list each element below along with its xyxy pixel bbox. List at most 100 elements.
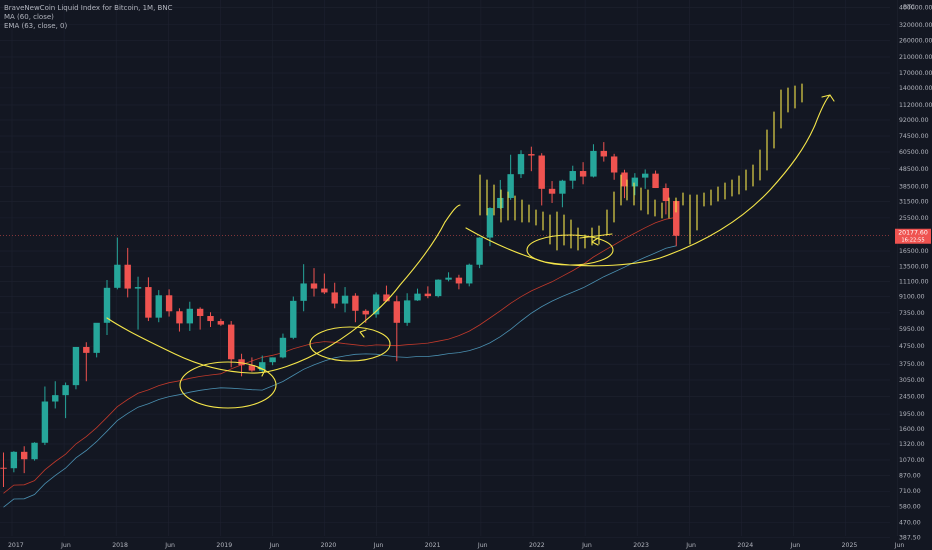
ema-63-line	[3, 245, 677, 508]
candle-body	[52, 395, 59, 402]
current-price-badge: 20177.60 16:22:55	[895, 228, 931, 244]
y-tick-label: 710.00	[899, 488, 921, 495]
y-tick-label: 5950.00	[899, 326, 925, 333]
candle-body	[310, 283, 318, 289]
indicator-ma-label: MA (60, close)	[4, 13, 54, 21]
y-tick-label: 1070.00	[899, 457, 925, 464]
y-tick-label: 13500.00	[899, 263, 929, 270]
candle-body	[196, 308, 204, 317]
candle-body	[424, 293, 432, 297]
candle-body	[652, 173, 659, 189]
candle-body	[124, 264, 131, 289]
projection-bars	[479, 83, 803, 251]
candle-body	[72, 346, 80, 386]
y-tick-label: 320000.00	[899, 22, 932, 29]
candle-body	[548, 188, 556, 194]
y-tick-label: 31500.00	[899, 199, 929, 206]
x-tick-label: 2018	[112, 542, 128, 549]
trend-curve-2018	[106, 204, 461, 374]
x-tick-label: 2022	[529, 542, 545, 549]
candle-body	[21, 451, 28, 460]
y-tick-label: 60500.00	[899, 149, 929, 156]
candle-body	[372, 294, 380, 315]
y-tick-label: 470.00	[899, 520, 921, 527]
candle-body	[642, 173, 649, 178]
x-tick-label: 2023	[633, 542, 649, 549]
candle-body	[559, 180, 566, 194]
y-tick-label: 2450.00	[899, 394, 925, 401]
candle-body	[538, 155, 545, 189]
ma-60-line	[3, 216, 677, 494]
candle-body	[134, 287, 142, 289]
trend-arrow-head	[821, 94, 835, 102]
y-tick-label: 210000.00	[899, 54, 932, 61]
y-tick-label: 38500.00	[899, 183, 929, 190]
y-tick-label: 387.50	[899, 534, 921, 541]
x-tick-label: Jun	[164, 542, 175, 549]
y-tick-label: 92000.00	[899, 117, 929, 124]
candle-body	[403, 300, 411, 323]
x-tick-label: 2024	[737, 542, 753, 549]
candle-body	[341, 295, 349, 304]
candle-body	[145, 287, 152, 318]
candle-body	[238, 359, 245, 366]
candle-body	[165, 295, 173, 312]
candle-body	[207, 316, 214, 322]
candle-body	[631, 177, 639, 187]
level-line	[579, 233, 613, 239]
y-tick-label: 3050.00	[899, 377, 925, 384]
x-tick-label: Jun	[477, 542, 488, 549]
candle-body	[466, 264, 473, 284]
candle-body	[259, 362, 266, 371]
moving-averages	[3, 216, 677, 508]
currency-label: BTC	[903, 4, 915, 11]
y-tick-label: 260000.00	[899, 38, 932, 45]
candle-body	[228, 324, 235, 360]
candle-body	[507, 174, 514, 198]
candle-body	[673, 201, 680, 236]
y-tick-label: 870.00	[899, 473, 921, 480]
x-tick-label: Jun	[373, 542, 384, 549]
candle-body	[414, 293, 421, 301]
candle-body	[248, 365, 256, 371]
candle-body	[579, 171, 587, 177]
candle-body	[83, 346, 90, 353]
chart-title: BraveNewCoin Liquid Index for Bitcoin, 1…	[4, 4, 173, 12]
time-axis[interactable]: 2017 Jun 2018 Jun 2019 Jun 2020 Jun 2021 Jun 2022 J…	[8, 542, 904, 549]
candle-body	[621, 172, 628, 187]
y-tick-label: 1600.00	[899, 426, 925, 433]
y-tick-label: 3750.00	[899, 361, 925, 368]
highlight-2019-bottom	[179, 361, 277, 409]
candle-body	[362, 310, 369, 315]
candle-body	[0, 467, 7, 469]
y-tick-label: 400000.00	[899, 5, 932, 12]
y-tick-label: 1950.00	[899, 411, 925, 418]
candle-body	[662, 188, 670, 202]
candles	[0, 142, 680, 488]
highlight-2022-bottom	[526, 234, 614, 266]
candle-body	[352, 295, 359, 311]
candle-body	[176, 311, 183, 324]
candle-body	[41, 401, 49, 443]
y-tick-label: 140000.00	[899, 85, 932, 92]
y-tick-label: 7350.00	[899, 310, 925, 317]
candle-body	[62, 385, 69, 396]
y-tick-label: 9100.00	[899, 294, 925, 301]
y-tick-label: 112000.00	[899, 102, 932, 109]
y-tick-label: 16500.00	[899, 248, 929, 255]
highlight-2020-dip	[309, 326, 391, 362]
candle-body	[217, 321, 225, 325]
candle-body	[10, 451, 18, 469]
candle-body	[393, 301, 400, 323]
candle-body	[590, 150, 597, 177]
x-tick-label: 2017	[8, 542, 24, 549]
price-axis[interactable]: 400000.00 320000.00 260000.00 210000.00 1700…	[899, 5, 932, 542]
x-tick-label: 2025	[842, 542, 858, 549]
candle-body	[610, 156, 618, 173]
chart-grid	[0, 0, 899, 538]
candle-body	[321, 288, 328, 293]
current-price-countdown: 16:22:55	[901, 238, 924, 244]
candle-body	[528, 154, 535, 156]
candle-body	[331, 292, 338, 304]
